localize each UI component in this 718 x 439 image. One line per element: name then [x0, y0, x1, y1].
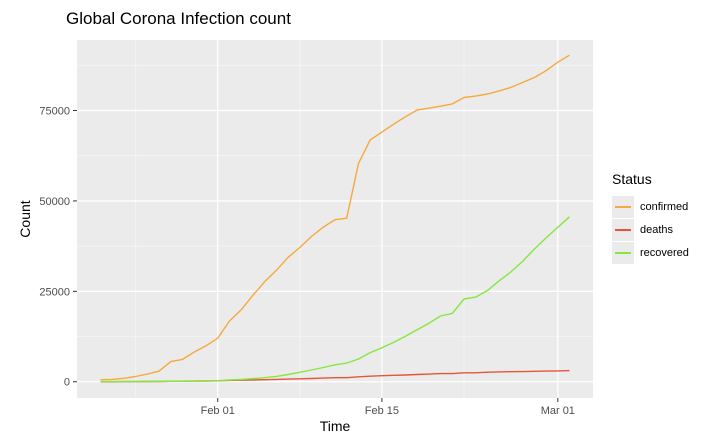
x-tick-label: Feb 01 [201, 405, 235, 417]
y-tick-label: 25000 [39, 286, 70, 298]
legend: Status confirmed deaths recovered [612, 171, 689, 264]
legend-item-recovered: recovered [612, 241, 689, 264]
legend-swatch [615, 205, 631, 208]
legend-label-deaths: deaths [640, 223, 674, 236]
legend-swatch [615, 228, 631, 231]
y-axis-label: Count [17, 200, 33, 237]
minor-gridlines [77, 40, 593, 398]
legend-item-confirmed: confirmed [612, 195, 689, 218]
x-tick-label: Mar 01 [541, 405, 575, 417]
legend-key-recovered [612, 241, 634, 264]
y-tick-label: 0 [64, 377, 70, 389]
y-tick-label: 50000 [39, 196, 70, 208]
series-lines [100, 54, 570, 383]
axes: Feb 01 Feb 15 Mar 01 0 25000 50000 75000 [39, 106, 575, 417]
legend-swatch [615, 251, 631, 254]
x-tick-label: Feb 15 [365, 405, 399, 417]
legend-label-confirmed: confirmed [640, 200, 689, 213]
legend-key-confirmed [612, 195, 634, 218]
legend-key-deaths [612, 218, 634, 241]
legend-title: Status [612, 171, 652, 187]
series-line-confirmed [100, 54, 570, 381]
legend-items: confirmed deaths recovered [612, 195, 689, 264]
x-axis-label: Time [320, 418, 351, 434]
chart-title: Global Corona Infection count [66, 9, 291, 28]
legend-item-deaths: deaths [612, 218, 689, 241]
legend-label-recovered: recovered [640, 246, 689, 259]
series-line-recovered [100, 216, 570, 383]
y-tick-label: 75000 [39, 106, 70, 118]
